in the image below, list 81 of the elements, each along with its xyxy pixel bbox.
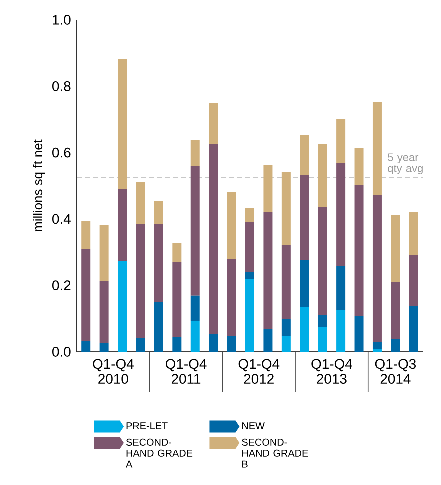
text: Q1-Q4 2010 <box>93 359 134 384</box>
legend-label: NEW <box>242 422 265 430</box>
bar <box>82 249 91 342</box>
bar <box>372 195 382 342</box>
bar <box>372 342 382 350</box>
bar <box>118 189 128 262</box>
bar <box>264 165 273 212</box>
bar <box>282 245 291 320</box>
y-tick-label: 0.8 <box>52 81 71 92</box>
bar <box>190 321 200 352</box>
bar <box>409 255 418 306</box>
bar <box>300 135 310 176</box>
bar <box>354 148 364 186</box>
bar <box>409 306 418 352</box>
bar <box>354 316 364 352</box>
bar <box>100 343 109 352</box>
bar <box>82 221 91 250</box>
text: Q1-Q3 2014 <box>375 359 416 384</box>
bar <box>409 212 418 256</box>
bar <box>264 329 273 352</box>
text: Q1-Q4 2011 <box>166 359 207 384</box>
legend-label: SECOND-HAND GRADE A <box>126 438 193 468</box>
bar <box>154 224 164 302</box>
bar <box>118 261 128 352</box>
bar <box>227 192 236 260</box>
bar <box>100 281 109 344</box>
bar <box>136 338 146 352</box>
bar <box>300 175 310 260</box>
legend-label: PRE-LET <box>126 422 168 430</box>
bar <box>336 266 346 310</box>
y-tick-label: 0.6 <box>52 148 71 158</box>
bar <box>172 337 182 352</box>
y-tick-label: 0.4 <box>52 214 71 224</box>
bar <box>118 59 128 190</box>
text: Q1-Q4 2012 <box>238 359 280 384</box>
y-axis-title: millions sq ft net <box>33 140 46 232</box>
bar <box>318 144 328 208</box>
bar <box>391 215 400 282</box>
bar <box>336 119 346 164</box>
bar <box>136 224 146 338</box>
bar <box>391 339 400 352</box>
bar <box>318 315 328 328</box>
bar <box>318 207 328 316</box>
bar <box>246 222 255 272</box>
bar <box>209 103 218 144</box>
bar <box>209 334 218 352</box>
bar <box>354 185 364 316</box>
bar <box>391 282 400 340</box>
bar <box>172 243 182 262</box>
bar <box>190 296 200 322</box>
bar <box>209 144 218 334</box>
legend-label: SECOND-HAND GRADE B <box>242 438 308 468</box>
bar <box>172 262 182 338</box>
bar <box>136 182 146 224</box>
bar <box>372 102 382 196</box>
bar <box>336 163 346 266</box>
bar <box>318 327 328 352</box>
bar <box>246 279 255 352</box>
bar <box>154 201 164 224</box>
bar <box>372 349 382 352</box>
bar <box>282 336 291 352</box>
bar <box>336 310 346 352</box>
y-tick-label: 0.2 <box>52 280 71 291</box>
y-tick-label: 0.0 <box>52 347 71 357</box>
bar <box>264 212 273 330</box>
bar <box>154 302 164 352</box>
bar <box>227 336 236 352</box>
bar <box>246 272 255 280</box>
bar <box>282 319 291 336</box>
y-tick-label: 1.0 <box>53 15 71 25</box>
bar <box>190 166 200 296</box>
ref-line-label: 5 year qty avg <box>388 154 423 174</box>
bar <box>227 259 236 336</box>
bar <box>300 260 310 308</box>
bar <box>190 140 200 166</box>
bar <box>300 307 310 352</box>
bar <box>282 172 291 246</box>
bar <box>82 341 91 352</box>
bar <box>246 208 255 222</box>
text: Q1-Q4 2013 <box>312 359 352 384</box>
bar <box>100 225 109 282</box>
